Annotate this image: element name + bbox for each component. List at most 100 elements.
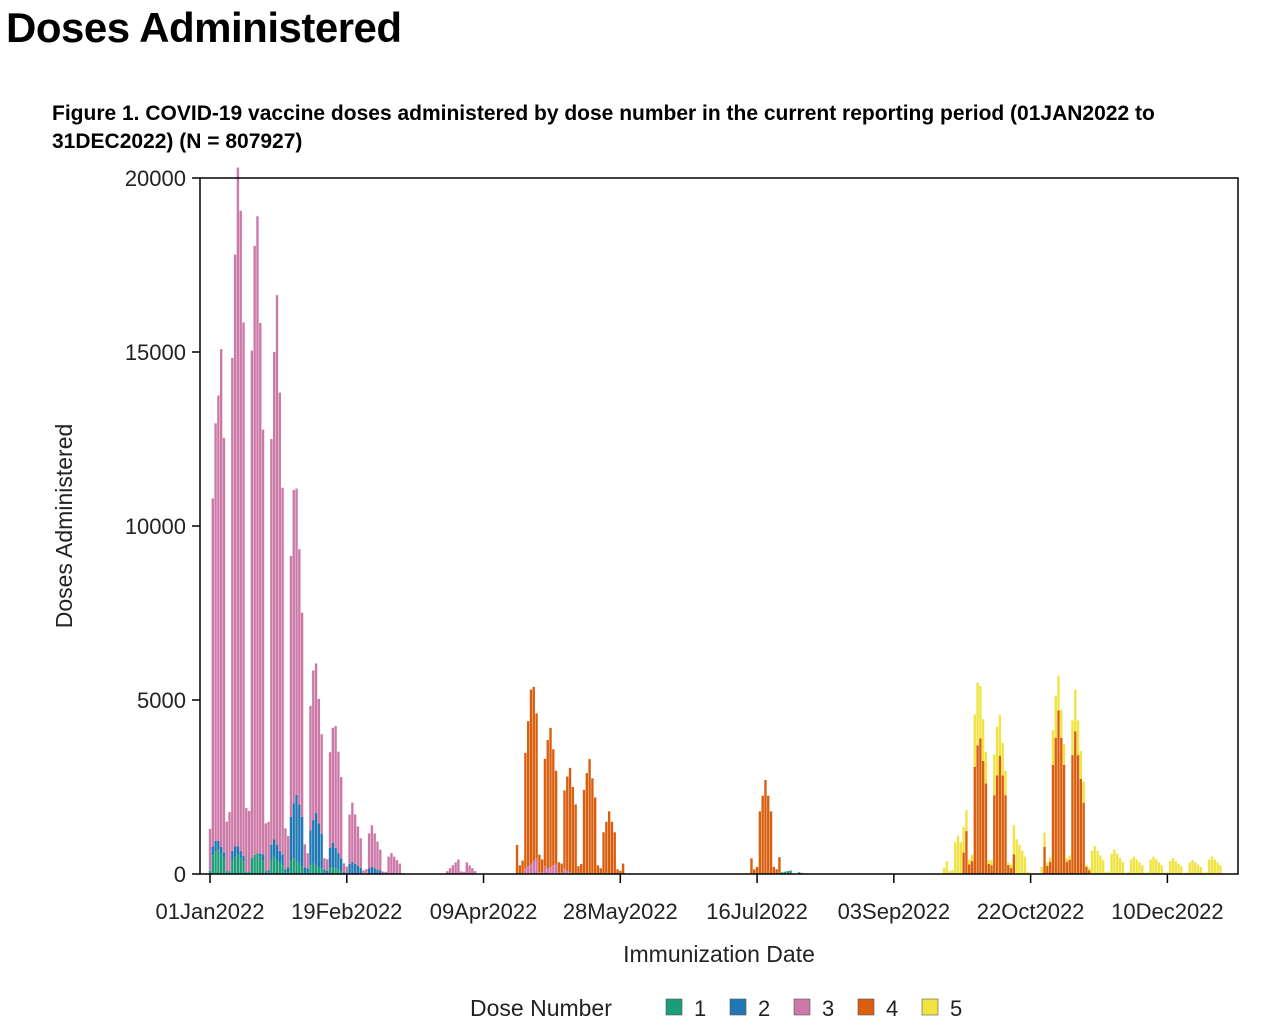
bar-segment-dose-5 (1141, 865, 1144, 874)
bar-segment-dose-3 (448, 868, 452, 874)
bar-segment-dose-3 (306, 853, 309, 869)
bar-segment-dose-2 (317, 823, 321, 868)
bar-segment-dose-2 (295, 794, 298, 861)
bar-segment-dose-1 (256, 853, 259, 874)
bar-segment-dose-1 (228, 872, 231, 874)
bar-segment-dose-1 (242, 861, 245, 874)
bar-segment-dose-4 (1071, 755, 1074, 874)
bar-segment-dose-5 (1079, 751, 1083, 779)
bar-segment-dose-4 (1012, 854, 1016, 874)
y-tick-label: 0 (174, 862, 186, 887)
legend-swatch-dose-1 (665, 998, 683, 1016)
bar-segment-dose-3 (303, 844, 307, 868)
bar-segment-dose-5 (1149, 859, 1152, 874)
bar-segment-dose-3 (300, 612, 304, 817)
bar-segment-dose-3 (398, 863, 401, 874)
bar-segment-dose-5 (984, 752, 988, 784)
bar-segment-dose-5 (1074, 689, 1077, 732)
bar-segment-dose-4 (761, 795, 764, 874)
bar-segment-dose-5 (1135, 859, 1138, 874)
y-tick-label: 15000 (125, 340, 186, 365)
bar-segment-dose-3 (286, 836, 290, 868)
legend-label-dose-4: 4 (886, 996, 898, 1021)
bar-segment-dose-4 (535, 713, 538, 859)
bar-segment-dose-4 (580, 863, 583, 874)
bar-segment-dose-3 (460, 871, 463, 874)
bar-segment-dose-1 (300, 866, 304, 874)
bar-segment-dose-3 (323, 858, 326, 870)
bar-segment-dose-2 (339, 858, 343, 871)
bar-segment-dose-2 (259, 853, 262, 857)
bar-segment-dose-2 (379, 870, 382, 874)
bar-segment-dose-5 (1168, 860, 1172, 874)
bar-segment-dose-3 (284, 828, 287, 870)
bar-segment-dose-3 (270, 439, 273, 845)
bar-segment-dose-1 (225, 872, 228, 874)
bar-segment-dose-2 (359, 867, 362, 874)
bar-segment-dose-4 (1088, 870, 1091, 874)
legend-label-dose-5: 5 (950, 996, 962, 1021)
bar-segment-dose-5 (1113, 849, 1116, 874)
bar-segment-dose-2 (217, 840, 220, 850)
bar-segment-dose-3 (239, 210, 242, 852)
bar-segment-dose-4 (619, 870, 622, 874)
bar-segment-dose-5 (1082, 781, 1085, 803)
bar-segment-dose-4 (758, 811, 762, 874)
bar-segment-dose-5 (1196, 864, 1200, 874)
bar-segment-dose-1 (261, 860, 265, 874)
bar-segment-dose-3 (320, 734, 323, 834)
bar-segment-dose-5 (1088, 867, 1091, 871)
bar-segment-dose-3 (367, 833, 371, 869)
bar-segment-dose-5 (1210, 856, 1214, 874)
bar-segment-dose-5 (1121, 861, 1124, 874)
bar-segment-dose-5 (1199, 867, 1203, 874)
bar-segment-dose-3 (566, 870, 569, 874)
bar-segment-dose-3 (228, 812, 231, 872)
bar-segment-dose-5 (1191, 860, 1194, 874)
bar-segment-dose-4 (582, 789, 586, 874)
x-tick-label: 19Feb2022 (291, 899, 402, 924)
bar-segment-dose-5 (1160, 865, 1163, 874)
bar-segment-dose-5 (945, 861, 949, 874)
y-axis-label: Doses Administered (51, 424, 77, 629)
bar-segment-dose-4 (585, 773, 589, 874)
bar-segment-dose-4 (554, 770, 558, 864)
bar-segment-dose-1 (328, 868, 332, 874)
bar-segment-dose-5 (1155, 859, 1158, 874)
bar-segment-dose-4 (563, 790, 566, 869)
bar-segment-dose-5 (1026, 872, 1030, 874)
bar-segment-dose-5 (1180, 866, 1183, 874)
bar-segment-dose-4 (552, 749, 555, 866)
bar-segment-dose-3 (381, 871, 385, 874)
bar-segment-dose-1 (331, 867, 335, 874)
bar-segment-dose-4 (1054, 737, 1057, 874)
bar-segment-dose-2 (267, 870, 270, 873)
bar-segment-dose-3 (373, 833, 376, 869)
bar-segment-dose-4 (613, 832, 616, 874)
bar-segment-dose-2 (314, 813, 318, 866)
bar-segment-dose-4 (981, 760, 985, 874)
bar-segment-dose-2 (292, 803, 295, 859)
bar-segment-dose-3 (554, 863, 558, 874)
bar-segment-dose-5 (959, 842, 963, 874)
bar-segment-dose-4 (750, 858, 753, 874)
bar-segment-dose-5 (1057, 675, 1060, 711)
bar-segment-dose-2 (275, 845, 279, 860)
bar-segment-dose-4 (538, 854, 541, 873)
bar-segment-dose-4 (767, 795, 770, 874)
bar-segment-dose-2 (328, 847, 332, 869)
bar-segment-dose-4 (566, 776, 569, 871)
bar-segment-dose-1 (219, 853, 223, 874)
bar-segment-dose-5 (965, 810, 968, 832)
bar-segment-dose-3 (259, 323, 262, 854)
bar-segment-dose-3 (370, 825, 374, 868)
bar-segment-dose-2 (273, 839, 276, 857)
bar-segment-dose-3 (295, 488, 298, 795)
bar-segment-dose-5 (1021, 850, 1024, 874)
bar-segment-dose-5 (1138, 862, 1141, 874)
bar-segment-dose-2 (320, 833, 323, 869)
x-axis-label: Immunization Date (623, 941, 815, 967)
bar-segment-dose-5 (1009, 864, 1013, 869)
bar-segment-dose-3 (242, 322, 245, 857)
bar-segment-dose-2 (286, 867, 290, 873)
